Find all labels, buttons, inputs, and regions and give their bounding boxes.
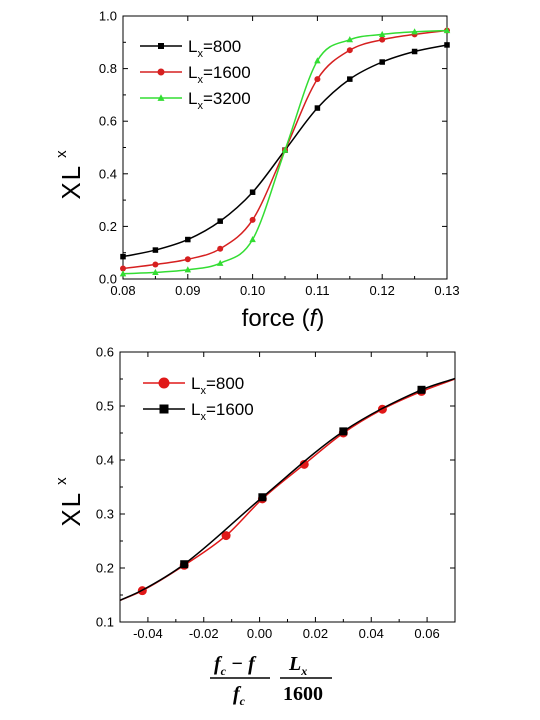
- legend-marker-swatch: [157, 68, 165, 76]
- y-tick-label: 0.8: [99, 61, 117, 76]
- data-point-marker: [249, 189, 256, 195]
- data-point-marker: [314, 76, 321, 83]
- top-chart: 0.08 0.09 0.10 0.11 0.12 0.13 0.0 0.2 0.4 0.6 0.8 1…: [53, 9, 460, 333]
- y-tick-label: 0.1: [96, 615, 114, 630]
- data-point-marker: [411, 48, 418, 55]
- x-tick-label: 0.06: [414, 626, 439, 641]
- bottom-legend: Lx=800 Lx=1600: [143, 374, 254, 423]
- data-point-marker: [249, 236, 256, 243]
- series-line: [120, 377, 455, 602]
- series-Lx=800: [120, 378, 455, 602]
- legend-marker-swatch: [157, 94, 165, 101]
- legend-label: Lx=1600: [191, 400, 254, 423]
- legend-item: Lx=800: [143, 374, 244, 397]
- data-point-marker: [299, 459, 309, 469]
- x-tick-label: 0.13: [434, 283, 459, 298]
- x-tick-label: 0.08: [110, 283, 135, 298]
- data-point-marker: [379, 36, 386, 43]
- legend-marker-swatch: [158, 43, 164, 49]
- legend-item: Lx=1600: [140, 63, 251, 86]
- data-point-marker: [185, 236, 191, 243]
- data-point-marker: [180, 560, 189, 569]
- legend-label: Lx=3200: [188, 89, 251, 112]
- series-line: [120, 378, 455, 602]
- data-point-marker: [347, 76, 353, 82]
- bottom-x-axis-label: fc − f fc Lx 1600: [210, 653, 332, 708]
- data-point-marker: [152, 268, 159, 276]
- bottom-axis-ticks: -0.04 -0.02 0.00 0.02 0.04 0.06 0.1 0.2 0.3 0.4 0.…: [96, 345, 456, 641]
- data-point-marker: [152, 247, 159, 253]
- data-point-marker: [120, 253, 126, 260]
- y-tick-label: 0.0: [99, 272, 117, 287]
- bottom-chart: -0.04 -0.02 0.00 0.02 0.04 0.06 0.1 0.2 0.3 0.4 0.…: [53, 345, 456, 708]
- data-point-marker: [443, 26, 451, 34]
- legend-label: Lx=1600: [188, 63, 251, 86]
- x-tick-label: 0.04: [359, 626, 384, 641]
- fraction-1-numerator: fc − f: [214, 653, 257, 678]
- data-point-marker: [378, 30, 386, 38]
- legend-label: Lx=800: [191, 374, 244, 397]
- top-legend: Lx=800 Lx=1600 Lx=3200: [140, 37, 251, 112]
- data-point-marker: [258, 493, 267, 502]
- top-series-layer: [119, 26, 451, 277]
- bottom-plot-frame: [119, 351, 456, 623]
- top-axis-ticks: 0.08 0.09 0.10 0.11 0.12 0.13 0.0 0.2 0.4 0.6 0.8 1…: [99, 9, 460, 299]
- data-point-marker: [411, 28, 418, 35]
- x-tick-label: 0.12: [370, 283, 395, 298]
- data-point-marker: [444, 42, 450, 48]
- y-tick-label: 0.4: [96, 453, 114, 468]
- x-tick-label: 0.09: [175, 283, 200, 298]
- fraction-2-numerator: Lx: [288, 653, 307, 678]
- y-tick-label: 0.6: [96, 345, 114, 360]
- data-point-marker: [314, 105, 321, 111]
- y-tick-label: 0.2: [96, 561, 114, 576]
- data-point-marker: [281, 146, 289, 153]
- data-point-marker: [184, 256, 191, 263]
- data-point-marker: [249, 216, 256, 223]
- top-x-axis-label: force (f): [242, 305, 325, 332]
- x-tick-label: 0.02: [303, 626, 328, 641]
- data-point-marker: [217, 245, 224, 252]
- data-point-marker: [417, 385, 426, 394]
- fraction-2-denominator: 1600: [283, 683, 323, 705]
- data-point-marker: [216, 259, 224, 266]
- x-tick-label: 0.00: [247, 626, 272, 641]
- y-tick-label: 1.0: [99, 9, 117, 24]
- x-tick-label: -0.02: [189, 626, 219, 641]
- fraction-1-denominator: fc: [233, 683, 246, 708]
- top-y-axis-label: XLx: [53, 150, 86, 200]
- x-tick-label: -0.04: [133, 626, 163, 641]
- legend-marker-swatch: [159, 404, 169, 414]
- x-tick-label: 0.11: [305, 283, 329, 298]
- data-point-marker: [120, 265, 126, 272]
- series-Lx=3200: [119, 26, 451, 277]
- y-tick-label: 0.2: [99, 219, 117, 234]
- data-point-marker: [314, 57, 321, 64]
- data-point-marker: [346, 47, 353, 54]
- data-point-marker: [184, 266, 192, 273]
- data-point-marker: [217, 218, 223, 224]
- legend-marker-swatch: [158, 377, 170, 389]
- bottom-series-layer: [120, 377, 455, 602]
- series-Lx=1600: [120, 377, 455, 602]
- y-tick-label: 0.6: [99, 114, 117, 129]
- data-point-marker: [152, 261, 159, 268]
- data-point-marker: [379, 59, 385, 65]
- legend-item: Lx=1600: [143, 400, 254, 423]
- x-tick-label: 0.10: [240, 283, 265, 298]
- legend-item: Lx=3200: [140, 89, 251, 112]
- data-point-marker: [119, 270, 127, 277]
- data-point-marker: [339, 427, 348, 436]
- legend-label: Lx=800: [188, 37, 241, 60]
- y-tick-label: 0.4: [99, 166, 117, 181]
- bottom-y-axis-label: XLx: [53, 477, 86, 527]
- y-tick-label: 0.3: [96, 507, 114, 522]
- data-point-marker: [221, 531, 231, 541]
- legend-item: Lx=800: [140, 37, 241, 60]
- data-point-marker: [346, 36, 354, 43]
- y-tick-label: 0.5: [96, 399, 114, 414]
